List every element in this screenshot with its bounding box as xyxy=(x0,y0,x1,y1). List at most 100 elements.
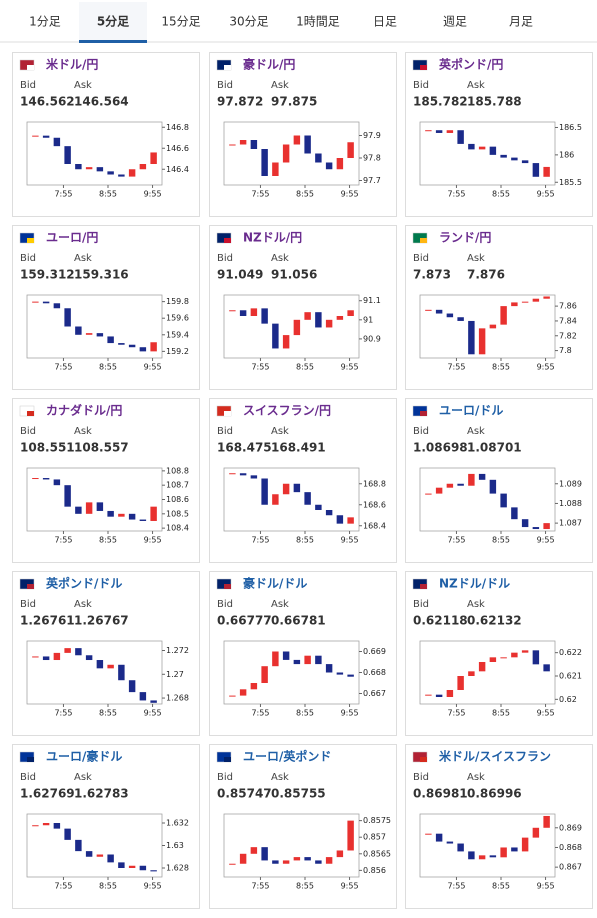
candle xyxy=(315,860,322,864)
x-tick-label: 9:55 xyxy=(144,363,162,372)
candle xyxy=(293,659,301,665)
tab[interactable]: 日足 xyxy=(373,15,397,29)
candle xyxy=(336,158,344,170)
candle xyxy=(446,841,454,844)
pair-name[interactable]: スイスフラン/円 xyxy=(243,404,331,418)
ask-value: 146.564 xyxy=(74,95,129,109)
bid-value: 7.873 xyxy=(413,268,451,282)
pair-name[interactable]: ユーロ/豪ドル xyxy=(46,749,122,764)
pair-name[interactable]: NZドル/円 xyxy=(243,231,302,245)
pair-name[interactable]: 英ポンド/円 xyxy=(439,57,503,72)
pair-name[interactable]: NZドル/ドル xyxy=(439,577,510,591)
flag-inner xyxy=(27,411,34,416)
bid-value: 185.782 xyxy=(413,95,468,109)
bid-label: Bid xyxy=(413,772,429,783)
candle xyxy=(293,135,301,145)
candle xyxy=(282,483,290,495)
candle xyxy=(315,153,322,163)
candle xyxy=(468,851,475,860)
candle xyxy=(139,692,147,701)
y-tick-label: 1.272 xyxy=(166,646,189,655)
candle xyxy=(435,833,443,842)
x-tick-label: 7:55 xyxy=(251,882,269,891)
y-tick-label: 0.669 xyxy=(363,647,386,656)
candle xyxy=(293,857,301,861)
y-tick-label: 1.628 xyxy=(166,864,189,873)
candle xyxy=(468,143,475,150)
bid-label: Bid xyxy=(217,426,233,437)
candle xyxy=(32,825,39,827)
tab[interactable]: 30分足 xyxy=(229,15,268,29)
candle xyxy=(229,144,236,146)
candle xyxy=(64,146,71,164)
y-tick-label: 91.1 xyxy=(363,296,381,305)
x-tick-label: 8:55 xyxy=(492,882,510,891)
candle xyxy=(489,657,497,662)
x-tick-label: 9:55 xyxy=(144,709,162,718)
pair-name[interactable]: ユーロ/円 xyxy=(46,231,98,245)
candle xyxy=(425,833,432,835)
candle xyxy=(347,517,354,524)
candle xyxy=(457,130,464,144)
candle xyxy=(347,310,354,316)
pair-name[interactable]: 豪ドル/円 xyxy=(243,57,295,72)
candle xyxy=(468,320,475,355)
tab[interactable]: 月足 xyxy=(509,15,533,29)
tab[interactable]: 5分足 xyxy=(97,14,129,29)
bid-value: 108.551 xyxy=(20,441,75,455)
candle xyxy=(325,162,333,170)
flag-inner xyxy=(224,757,231,762)
tab[interactable]: 週足 xyxy=(443,15,467,29)
pair-name[interactable]: 米ドル/スイスフラン xyxy=(439,749,551,764)
candle xyxy=(521,519,529,528)
x-tick-label: 9:55 xyxy=(537,882,555,891)
x-tick-label: 8:55 xyxy=(296,536,314,545)
candle xyxy=(107,664,114,669)
y-tick-label: 0.857 xyxy=(363,833,386,842)
chart-frame xyxy=(26,640,163,705)
pair-name[interactable]: カナダドル/円 xyxy=(46,403,122,418)
candle xyxy=(139,347,147,352)
candle xyxy=(500,493,507,508)
y-tick-label: 0.622 xyxy=(559,648,582,657)
candle xyxy=(325,510,333,516)
x-tick-label: 8:55 xyxy=(492,190,510,199)
tab[interactable]: 1時間足 xyxy=(296,15,340,29)
candle xyxy=(325,664,333,673)
candle xyxy=(150,152,157,164)
pair-name[interactable]: 米ドル/円 xyxy=(46,57,98,72)
pair-name[interactable]: 英ポンド/ドル xyxy=(46,576,122,591)
candle xyxy=(532,163,540,177)
tab[interactable]: 15分足 xyxy=(161,15,200,29)
candle xyxy=(478,662,486,672)
y-tick-label: 7.82 xyxy=(559,331,577,340)
candle xyxy=(96,660,104,669)
tab[interactable]: 1分足 xyxy=(29,15,61,29)
ask-value: 159.316 xyxy=(74,268,129,282)
y-tick-label: 186.5 xyxy=(559,123,582,132)
y-tick-label: 7.84 xyxy=(559,316,577,325)
x-tick-label: 8:55 xyxy=(492,363,510,372)
x-tick-label: 9:55 xyxy=(341,363,359,372)
pair-name[interactable]: ランド/円 xyxy=(439,231,491,245)
chart-frame xyxy=(419,813,556,878)
bid-value: 0.86981 xyxy=(413,787,468,801)
y-tick-label: 1.632 xyxy=(166,819,189,828)
candle xyxy=(446,130,454,133)
candle xyxy=(53,303,61,309)
candle xyxy=(85,851,93,857)
candle xyxy=(150,870,157,872)
pair-name[interactable]: 豪ドル/ドル xyxy=(243,576,307,591)
bid-label: Bid xyxy=(20,426,36,437)
bid-value: 0.62118 xyxy=(413,614,468,628)
ask-label: Ask xyxy=(74,772,92,783)
candle xyxy=(500,306,507,325)
bid-label: Bid xyxy=(20,772,36,783)
ask-label: Ask xyxy=(74,80,92,91)
x-tick-label: 8:55 xyxy=(296,363,314,372)
chart-frame xyxy=(26,121,163,186)
pair-name[interactable]: ユーロ/英ポンド xyxy=(243,749,331,764)
pair-name[interactable]: ユーロ/ドル xyxy=(439,404,503,418)
y-tick-label: 186 xyxy=(559,150,574,159)
bid-value: 168.475 xyxy=(217,441,272,455)
